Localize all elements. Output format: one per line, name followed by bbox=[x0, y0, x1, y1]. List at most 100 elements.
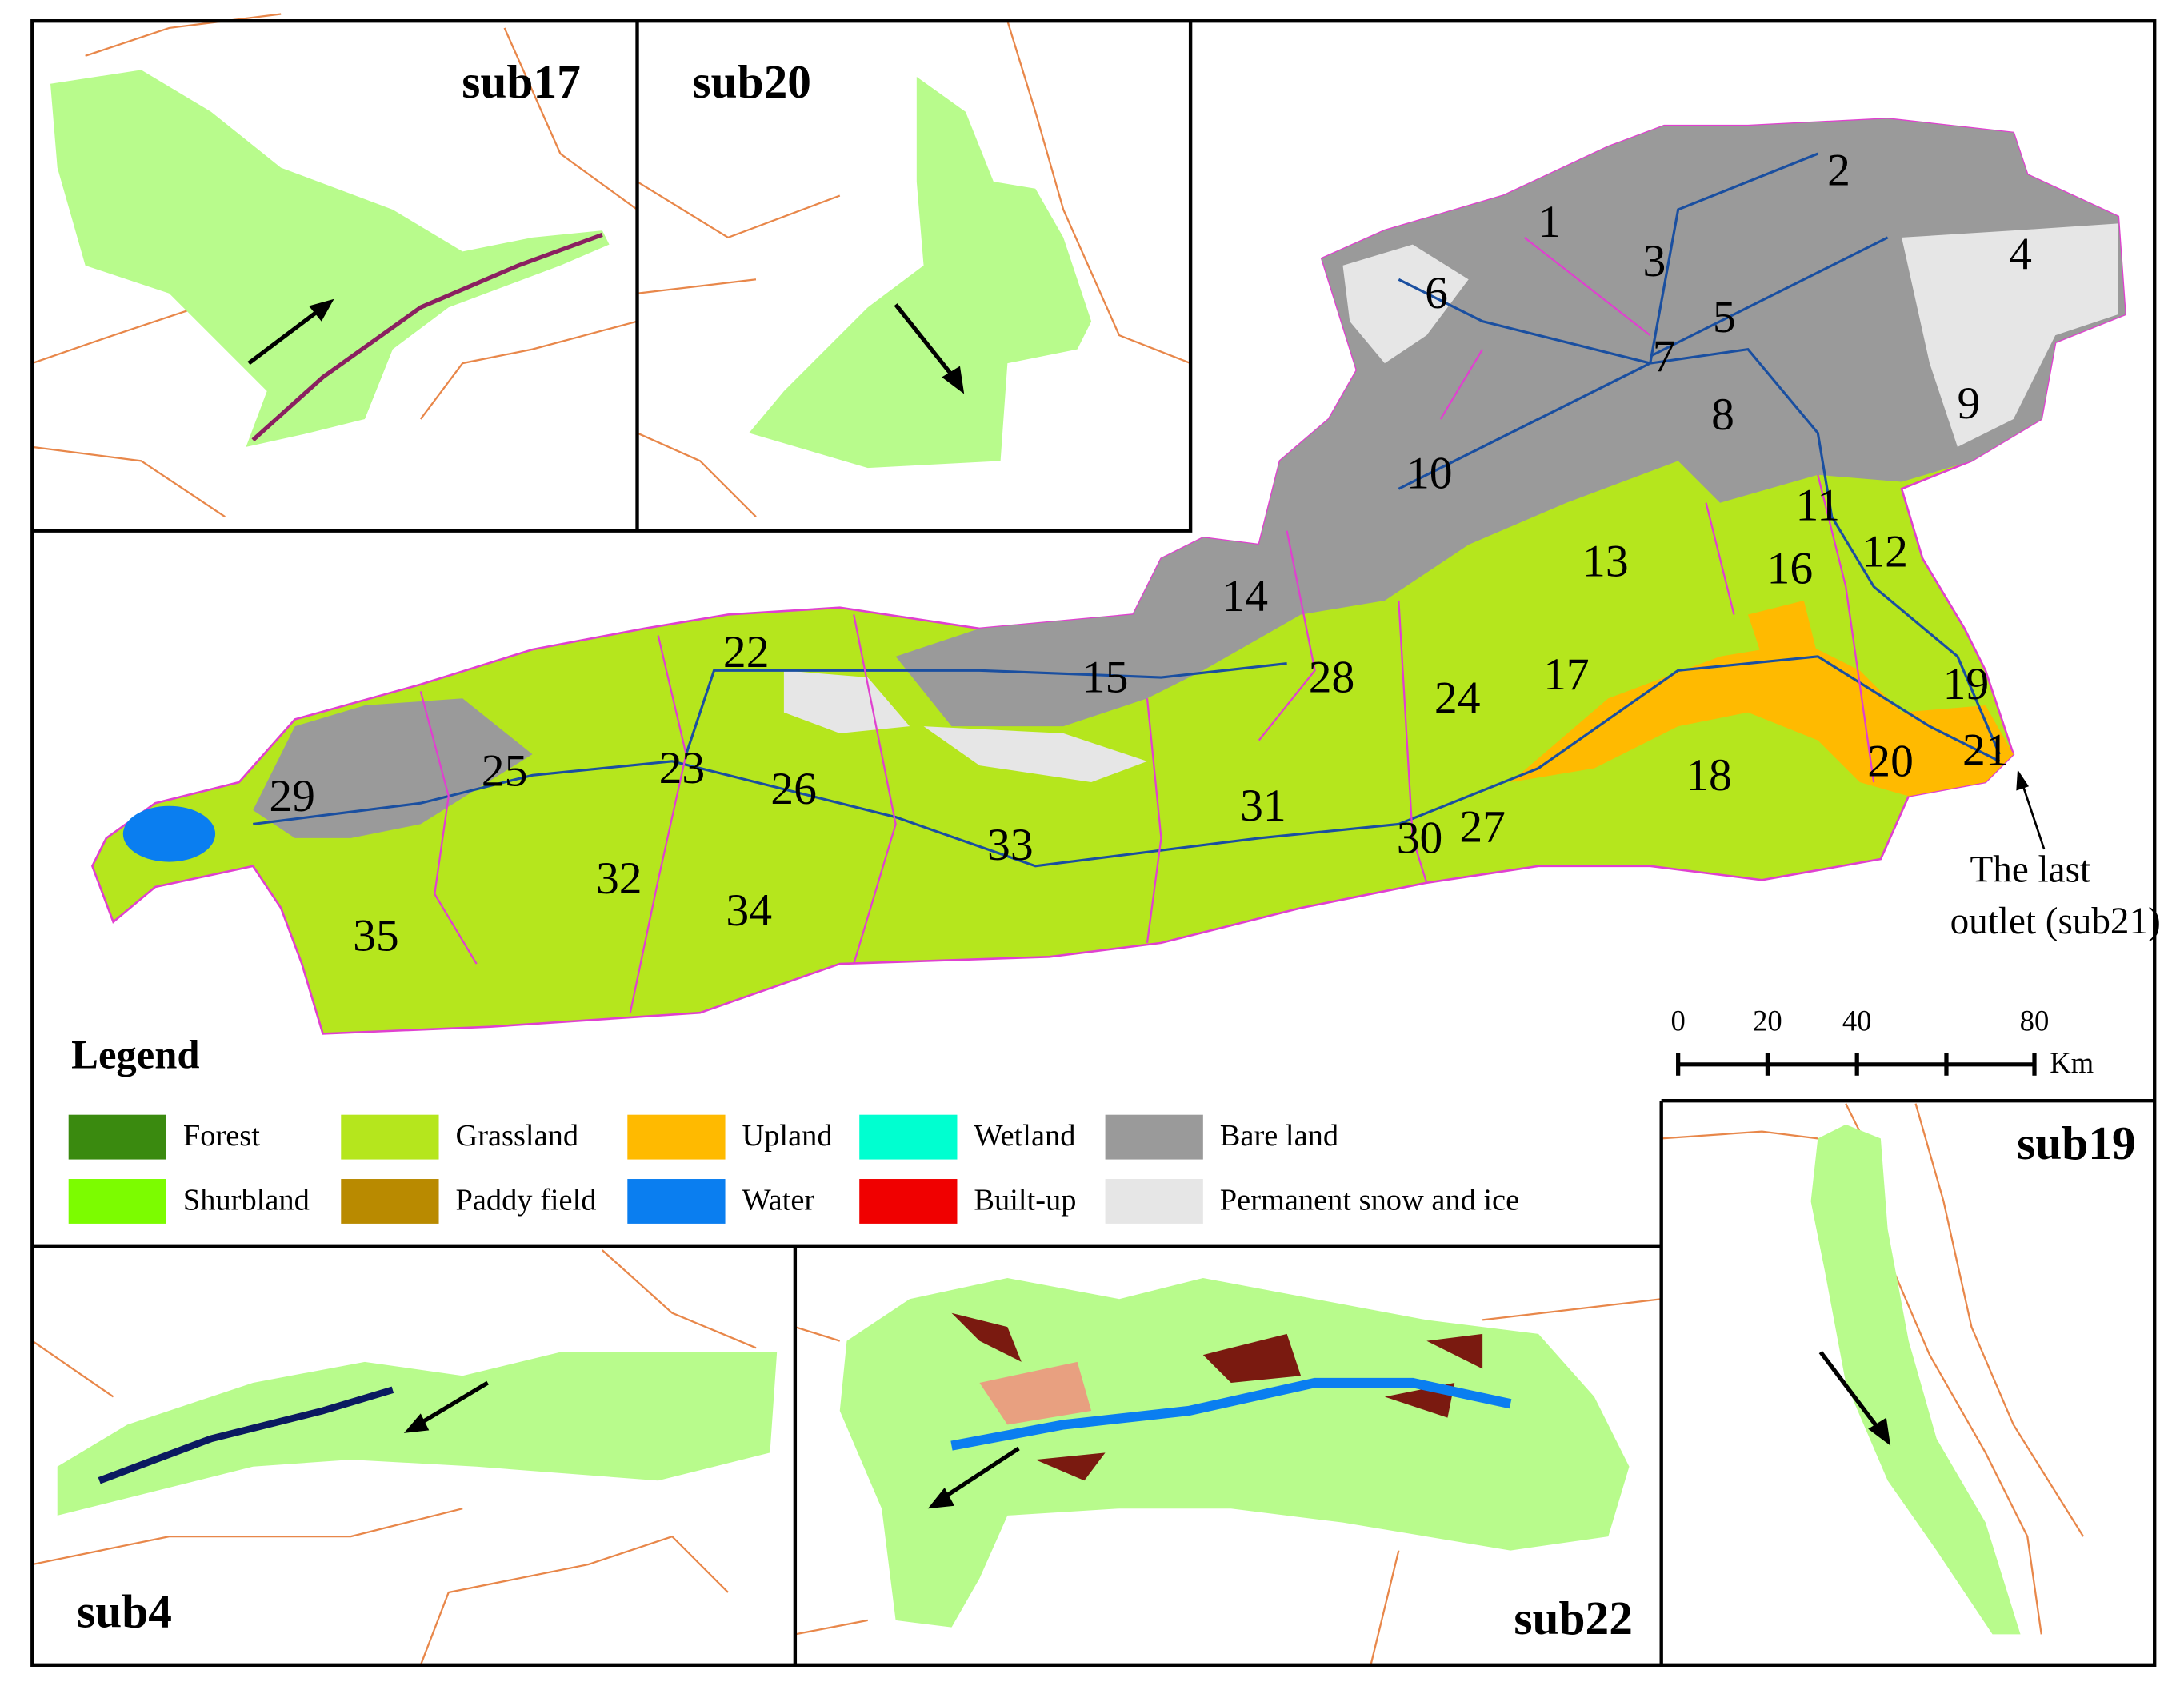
annotation: The last bbox=[1970, 849, 2090, 890]
lake bbox=[122, 805, 216, 862]
sub22-river bbox=[950, 1377, 1512, 1451]
main-basin bbox=[90, 118, 2126, 1035]
subbasin-label: 25 bbox=[482, 746, 528, 797]
scale-label: 80 bbox=[2020, 1005, 2050, 1037]
inset-boundaries bbox=[636, 20, 1191, 517]
scale-unit: Km bbox=[2050, 1046, 2094, 1079]
legend-swatch bbox=[627, 1179, 726, 1224]
subbasin-label: 5 bbox=[1713, 292, 1736, 342]
sub17-river bbox=[251, 232, 603, 442]
subbasin-label: 26 bbox=[770, 764, 817, 814]
sub22-patches bbox=[951, 1312, 1483, 1481]
subbasin-label: 34 bbox=[726, 885, 772, 936]
inset-title: sub4 bbox=[77, 1584, 172, 1637]
scale-label: 20 bbox=[1753, 1005, 1782, 1037]
subbasin-label: 23 bbox=[659, 743, 706, 793]
sub19-area bbox=[1810, 1124, 2021, 1635]
legend-swatch bbox=[68, 1114, 166, 1160]
subbasin-label: 3 bbox=[1643, 236, 1666, 286]
flow-arrowhead bbox=[309, 298, 334, 322]
subbasin-label: 11 bbox=[1796, 481, 1841, 531]
outer-frame bbox=[30, 19, 2157, 1667]
subbasin-label: 12 bbox=[1862, 526, 1908, 577]
annotation: outlet (sub21) bbox=[1950, 901, 2161, 942]
subbasin-label: 17 bbox=[1543, 649, 1590, 700]
subbasin-label: 19 bbox=[1943, 659, 1990, 709]
subbasin-label: 6 bbox=[1425, 268, 1448, 318]
inset-boundaries bbox=[31, 1249, 757, 1666]
legend-swatch bbox=[341, 1179, 439, 1224]
subbasin-label: 15 bbox=[1082, 653, 1129, 703]
sub4-river bbox=[98, 1386, 394, 1484]
subbasin-label: 27 bbox=[1459, 801, 1506, 852]
flow-arrow bbox=[416, 1380, 489, 1427]
flow-arrow bbox=[1818, 1351, 1882, 1433]
legend-label: Shurbland bbox=[183, 1184, 310, 1217]
subbasin-label: 10 bbox=[1406, 449, 1453, 499]
legend-label: Wetland bbox=[974, 1119, 1075, 1153]
subbasin-label: 30 bbox=[1397, 813, 1443, 863]
inset-boundaries bbox=[31, 13, 638, 518]
subbasin-label: 4 bbox=[2009, 229, 2032, 279]
scale-label: 0 bbox=[1670, 1005, 1685, 1037]
subbasin-label: 29 bbox=[269, 771, 315, 821]
legend-swatch bbox=[859, 1114, 958, 1160]
legend-swatch bbox=[627, 1114, 726, 1160]
subbasin-label: 9 bbox=[1958, 378, 1981, 429]
outlet-arrow bbox=[2021, 781, 2046, 850]
subbasin-label: 35 bbox=[353, 911, 399, 961]
subbasin-label: 13 bbox=[1582, 537, 1629, 587]
legend-swatch bbox=[859, 1179, 958, 1224]
sub22-area bbox=[839, 1278, 1630, 1628]
legend-swatch bbox=[341, 1114, 439, 1160]
subbasin-label: 1 bbox=[1538, 197, 1562, 247]
subbasin-boundaries bbox=[419, 237, 1875, 1013]
legend-label: Built-up bbox=[974, 1184, 1076, 1217]
subbasin-label: 24 bbox=[1434, 673, 1481, 724]
legend-label: Bare land bbox=[1220, 1119, 1338, 1153]
legend-label: Upland bbox=[742, 1119, 833, 1153]
subbasin-label: 33 bbox=[987, 820, 1034, 870]
flow-arrowhead bbox=[927, 1488, 954, 1509]
river-network bbox=[253, 152, 2001, 868]
snow-area bbox=[783, 223, 2118, 783]
legend-swatch bbox=[1105, 1179, 1203, 1224]
bare-land-area bbox=[895, 118, 2126, 727]
sub22-patches bbox=[979, 1361, 1092, 1425]
inset-title: sub19 bbox=[2017, 1117, 2136, 1169]
subbasin-label: 8 bbox=[1711, 390, 1734, 440]
panel-dividers bbox=[32, 21, 2155, 1665]
sub4-area bbox=[57, 1352, 778, 1516]
upland-area bbox=[1510, 600, 2014, 797]
subbasin-label: 28 bbox=[1309, 653, 1355, 703]
legend-label: Permanent snow and ice bbox=[1220, 1184, 1519, 1217]
flow-arrowhead bbox=[403, 1413, 430, 1433]
legend-label: Water bbox=[742, 1184, 815, 1217]
legend-label: Paddy field bbox=[455, 1184, 596, 1217]
inset-title: sub22 bbox=[1514, 1592, 1633, 1644]
flow-arrow bbox=[940, 1446, 1020, 1501]
bare-land-west bbox=[253, 698, 533, 838]
subbasin-label: 18 bbox=[1686, 750, 1732, 801]
legend-title: Legend bbox=[71, 1032, 199, 1077]
scale-label: 40 bbox=[1842, 1005, 1872, 1037]
sub20-area bbox=[749, 77, 1092, 469]
inset-boundaries bbox=[794, 1298, 1662, 1666]
inset-title: sub20 bbox=[692, 55, 811, 108]
sub17-area bbox=[50, 70, 610, 447]
subbasin-label: 16 bbox=[1767, 543, 1814, 593]
legend-label: Forest bbox=[183, 1119, 260, 1153]
flow-arrow bbox=[894, 303, 958, 382]
subbasin-label: 14 bbox=[1222, 571, 1268, 621]
flow-arrowhead bbox=[942, 366, 965, 394]
subbasin-label: 32 bbox=[596, 853, 642, 904]
subbasin-label: 31 bbox=[1240, 781, 1286, 831]
inset-title: sub17 bbox=[462, 55, 581, 108]
subbasin-label: 2 bbox=[1827, 146, 1850, 196]
subbasin-label: 22 bbox=[723, 627, 770, 677]
legend-swatch bbox=[68, 1179, 166, 1224]
subbasin-label: 20 bbox=[1867, 736, 1914, 786]
legend-label: Grassland bbox=[455, 1119, 578, 1153]
flow-arrowhead bbox=[1868, 1417, 1891, 1446]
